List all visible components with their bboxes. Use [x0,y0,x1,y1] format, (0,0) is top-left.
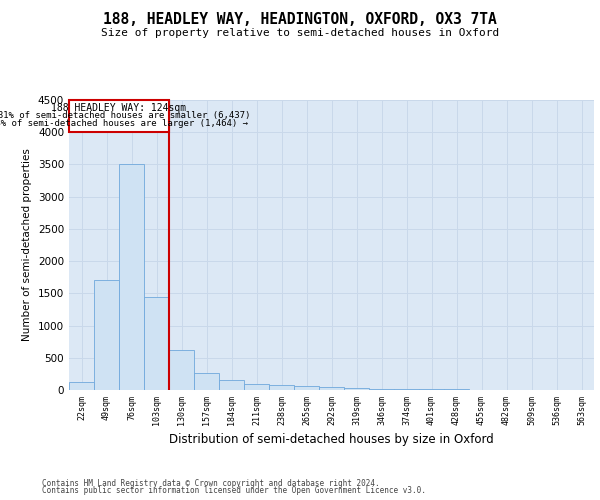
Bar [269,385,294,390]
Bar [394,389,419,390]
Bar [369,388,394,390]
X-axis label: Distribution of semi-detached houses by size in Oxford: Distribution of semi-detached houses by … [169,433,494,446]
Bar [169,350,194,390]
Bar [94,280,119,390]
Text: Size of property relative to semi-detached houses in Oxford: Size of property relative to semi-detach… [101,28,499,38]
Bar [319,387,344,390]
Y-axis label: Number of semi-detached properties: Number of semi-detached properties [22,148,32,342]
Text: 188, HEADLEY WAY, HEADINGTON, OXFORD, OX3 7TA: 188, HEADLEY WAY, HEADINGTON, OXFORD, OX… [103,12,497,28]
Text: ← 81% of semi-detached houses are smaller (6,437): ← 81% of semi-detached houses are smalle… [0,111,251,120]
Bar [344,388,369,390]
Text: Contains public sector information licensed under the Open Government Licence v3: Contains public sector information licen… [42,486,426,495]
Text: 18% of semi-detached houses are larger (1,464) →: 18% of semi-detached houses are larger (… [0,120,248,128]
Bar [294,386,319,390]
Bar [194,372,219,390]
Bar [119,164,144,390]
FancyBboxPatch shape [69,100,169,132]
Text: Contains HM Land Registry data © Crown copyright and database right 2024.: Contains HM Land Registry data © Crown c… [42,478,380,488]
Bar [144,296,169,390]
Bar [244,384,269,390]
Text: 188 HEADLEY WAY: 124sqm: 188 HEADLEY WAY: 124sqm [52,102,187,113]
Bar [219,380,244,390]
Bar [69,382,94,390]
